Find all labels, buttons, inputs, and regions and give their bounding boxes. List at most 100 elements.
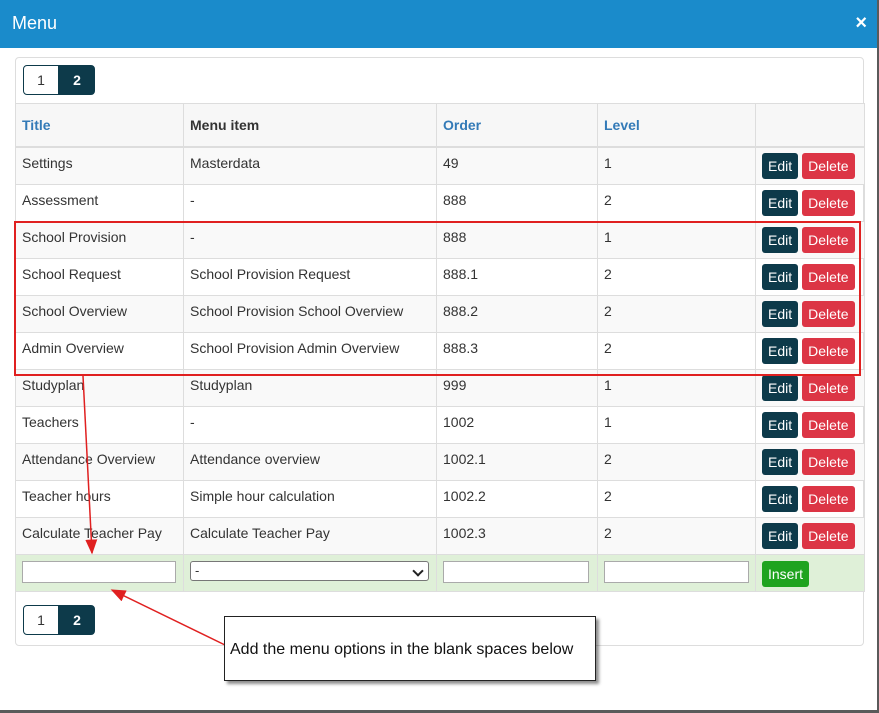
page-button[interactable]: 1 [23, 65, 59, 95]
action-cell: Edit Delete [755, 146, 865, 185]
insert-cell [597, 553, 756, 592]
table-cell: School Provision School Overview [183, 294, 437, 333]
edit-button[interactable]: Edit [762, 485, 799, 512]
delete-button[interactable]: Delete [802, 263, 855, 290]
table-cell: 888.3 [436, 331, 598, 370]
arrow [82, 375, 98, 555]
table-row: Settings Masterdata 49 1 Edit Delete [15, 146, 865, 185]
table-cell: 1 [597, 405, 756, 444]
table-cell: Settings [15, 146, 184, 185]
page-button[interactable]: 2 [59, 65, 95, 95]
edit-button[interactable]: Edit [762, 226, 799, 253]
insert-row: - Insert [15, 553, 865, 592]
edit-button[interactable]: Edit [762, 337, 799, 364]
delete-button[interactable]: Delete [802, 226, 855, 253]
menu-item-select[interactable]: - [190, 560, 429, 581]
delete-button[interactable]: Delete [802, 153, 855, 179]
close-button[interactable]: × [855, 12, 867, 34]
delete-button[interactable]: Delete [802, 189, 855, 216]
highlight-box [14, 221, 861, 376]
delete-button[interactable]: Delete [802, 522, 855, 549]
insert-button[interactable]: Insert [762, 560, 810, 587]
table-cell: 1002.2 [436, 479, 598, 518]
table-cell: 1 [597, 146, 756, 185]
page-button[interactable]: 2 [59, 605, 95, 635]
table-row: Teacher hours Simple hour calculation 1002… [15, 479, 865, 518]
table-cell: 888 [436, 183, 598, 222]
table-cell: - [183, 405, 437, 444]
table-cell: Calculate Teacher Pay [15, 516, 184, 555]
delete-button[interactable]: Delete [802, 485, 855, 512]
modal-title: Menu [12, 13, 58, 33]
table-cell: School Overview [15, 294, 184, 333]
table-cell: 2 [597, 516, 756, 555]
edit-button[interactable]: Edit [762, 522, 799, 549]
delete-button[interactable]: Delete [802, 448, 855, 475]
edit-button[interactable]: Edit [762, 448, 799, 475]
column-header[interactable]: Level [597, 103, 756, 148]
table-cell: 888 [436, 220, 598, 259]
arrow [110, 589, 226, 646]
action-cell: Edit Delete [755, 294, 865, 333]
table-cell: Simple hour calculation [183, 479, 437, 518]
text-input[interactable] [443, 560, 589, 583]
table-row: Attendance Overview Attendance overview 10… [15, 442, 865, 481]
edit-button[interactable]: Edit [762, 153, 799, 179]
table-cell: Admin Overview [15, 331, 184, 370]
column-header[interactable]: Title [15, 103, 184, 148]
delete-button[interactable]: Delete [802, 374, 855, 401]
action-cell: Edit Delete [755, 331, 865, 370]
edit-button[interactable]: Edit [762, 300, 799, 327]
text-input[interactable] [604, 560, 749, 583]
insert-cell [15, 553, 184, 592]
table-row: Teachers -1002 1 Edit Delete [15, 405, 865, 444]
table-row: School Request School Provision Request 88… [15, 257, 865, 296]
table-cell: Assessment [15, 183, 184, 222]
edit-button[interactable]: Edit [762, 263, 799, 290]
annotation: Add the menu options in the blank spaces… [224, 616, 596, 681]
table-cell: School Provision Request [183, 257, 437, 296]
action-cell: Edit Delete [755, 257, 865, 296]
table-cell: Masterdata [183, 146, 437, 185]
table-cell: 2 [597, 442, 756, 481]
table-cell: - [183, 220, 437, 259]
table-cell: 2 [597, 479, 756, 518]
table-row: School Overview School Provision School O… [15, 294, 865, 333]
page-button[interactable]: 1 [23, 605, 59, 635]
table-row: Admin Overview School Provision Admin Ove… [15, 331, 865, 370]
delete-button[interactable]: Delete [802, 300, 855, 327]
action-cell: Edit Delete [755, 220, 865, 259]
table-cell: 1002.1 [436, 442, 598, 481]
table-cell: School Request [15, 257, 184, 296]
menu-table: Title Menu item Order Level Settings Masterd… [15, 103, 865, 592]
table-cell: 49 [436, 146, 598, 185]
edit-button[interactable]: Edit [762, 189, 799, 216]
insert-cell: - [183, 553, 437, 592]
edit-button[interactable]: Edit [762, 411, 799, 438]
table-cell: Attendance Overview [15, 442, 184, 481]
column-header: Menu item [183, 103, 437, 148]
insert-cell [436, 553, 598, 592]
table-cell: Attendance overview [183, 442, 437, 481]
column-header [755, 103, 865, 148]
table-row: Assessment -888 2 Edit Delete [15, 183, 865, 222]
text-input[interactable] [22, 560, 176, 583]
action-cell: Edit Delete [755, 479, 865, 518]
table-cell: 1002.3 [436, 516, 598, 555]
header-row: Title Menu item Order Level [15, 103, 865, 148]
table-cell: 888.1 [436, 257, 598, 296]
modal-header: Menu × [0, 0, 877, 48]
column-header[interactable]: Order [436, 103, 598, 148]
delete-button[interactable]: Delete [802, 337, 855, 364]
table-cell: 2 [597, 294, 756, 333]
delete-button[interactable]: Delete [802, 411, 855, 438]
edit-button[interactable]: Edit [762, 374, 799, 401]
insert-cell: Insert [755, 553, 865, 592]
action-cell: Edit Delete [755, 405, 865, 444]
table-cell: Teachers [15, 405, 184, 444]
